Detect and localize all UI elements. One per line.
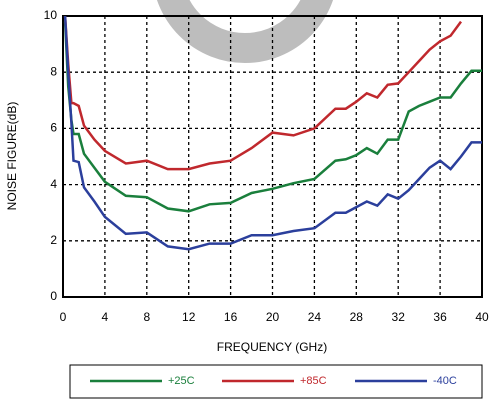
x-tick-label: 0 <box>60 310 67 324</box>
y-tick-label: 6 <box>50 121 57 135</box>
x-tick-label: 24 <box>308 310 322 324</box>
legend-label: +85C <box>300 375 327 387</box>
y-tick-label: 8 <box>50 64 57 78</box>
y-tick-label: 10 <box>44 8 58 22</box>
legend-label: +25C <box>168 375 195 387</box>
legend-label: -40C <box>433 375 457 387</box>
x-axis-title: FREQUENCY (GHz) <box>217 340 327 354</box>
x-tick-label: 28 <box>350 310 364 324</box>
legend-box <box>69 364 483 399</box>
y-tick-label: 4 <box>50 177 57 191</box>
data-line <box>63 21 482 213</box>
plot-frame <box>62 15 483 298</box>
x-tick-label: 12 <box>182 310 196 324</box>
x-tick-label: 36 <box>433 310 447 324</box>
y-axis-title: NOISE FIGURE(dB) <box>5 102 19 211</box>
x-tick-label: 20 <box>266 310 280 324</box>
x-tick-label: 4 <box>102 310 109 324</box>
x-tick-label: 16 <box>224 310 238 324</box>
data-line <box>63 16 463 171</box>
y-tick-label: 2 <box>50 233 57 247</box>
watermark <box>156 0 334 63</box>
x-tick-label: 32 <box>392 310 406 324</box>
x-tick-label: 8 <box>143 310 150 324</box>
data-line <box>63 16 482 251</box>
y-tick-label: 0 <box>50 289 57 303</box>
x-tick-label: 40 <box>475 310 489 324</box>
